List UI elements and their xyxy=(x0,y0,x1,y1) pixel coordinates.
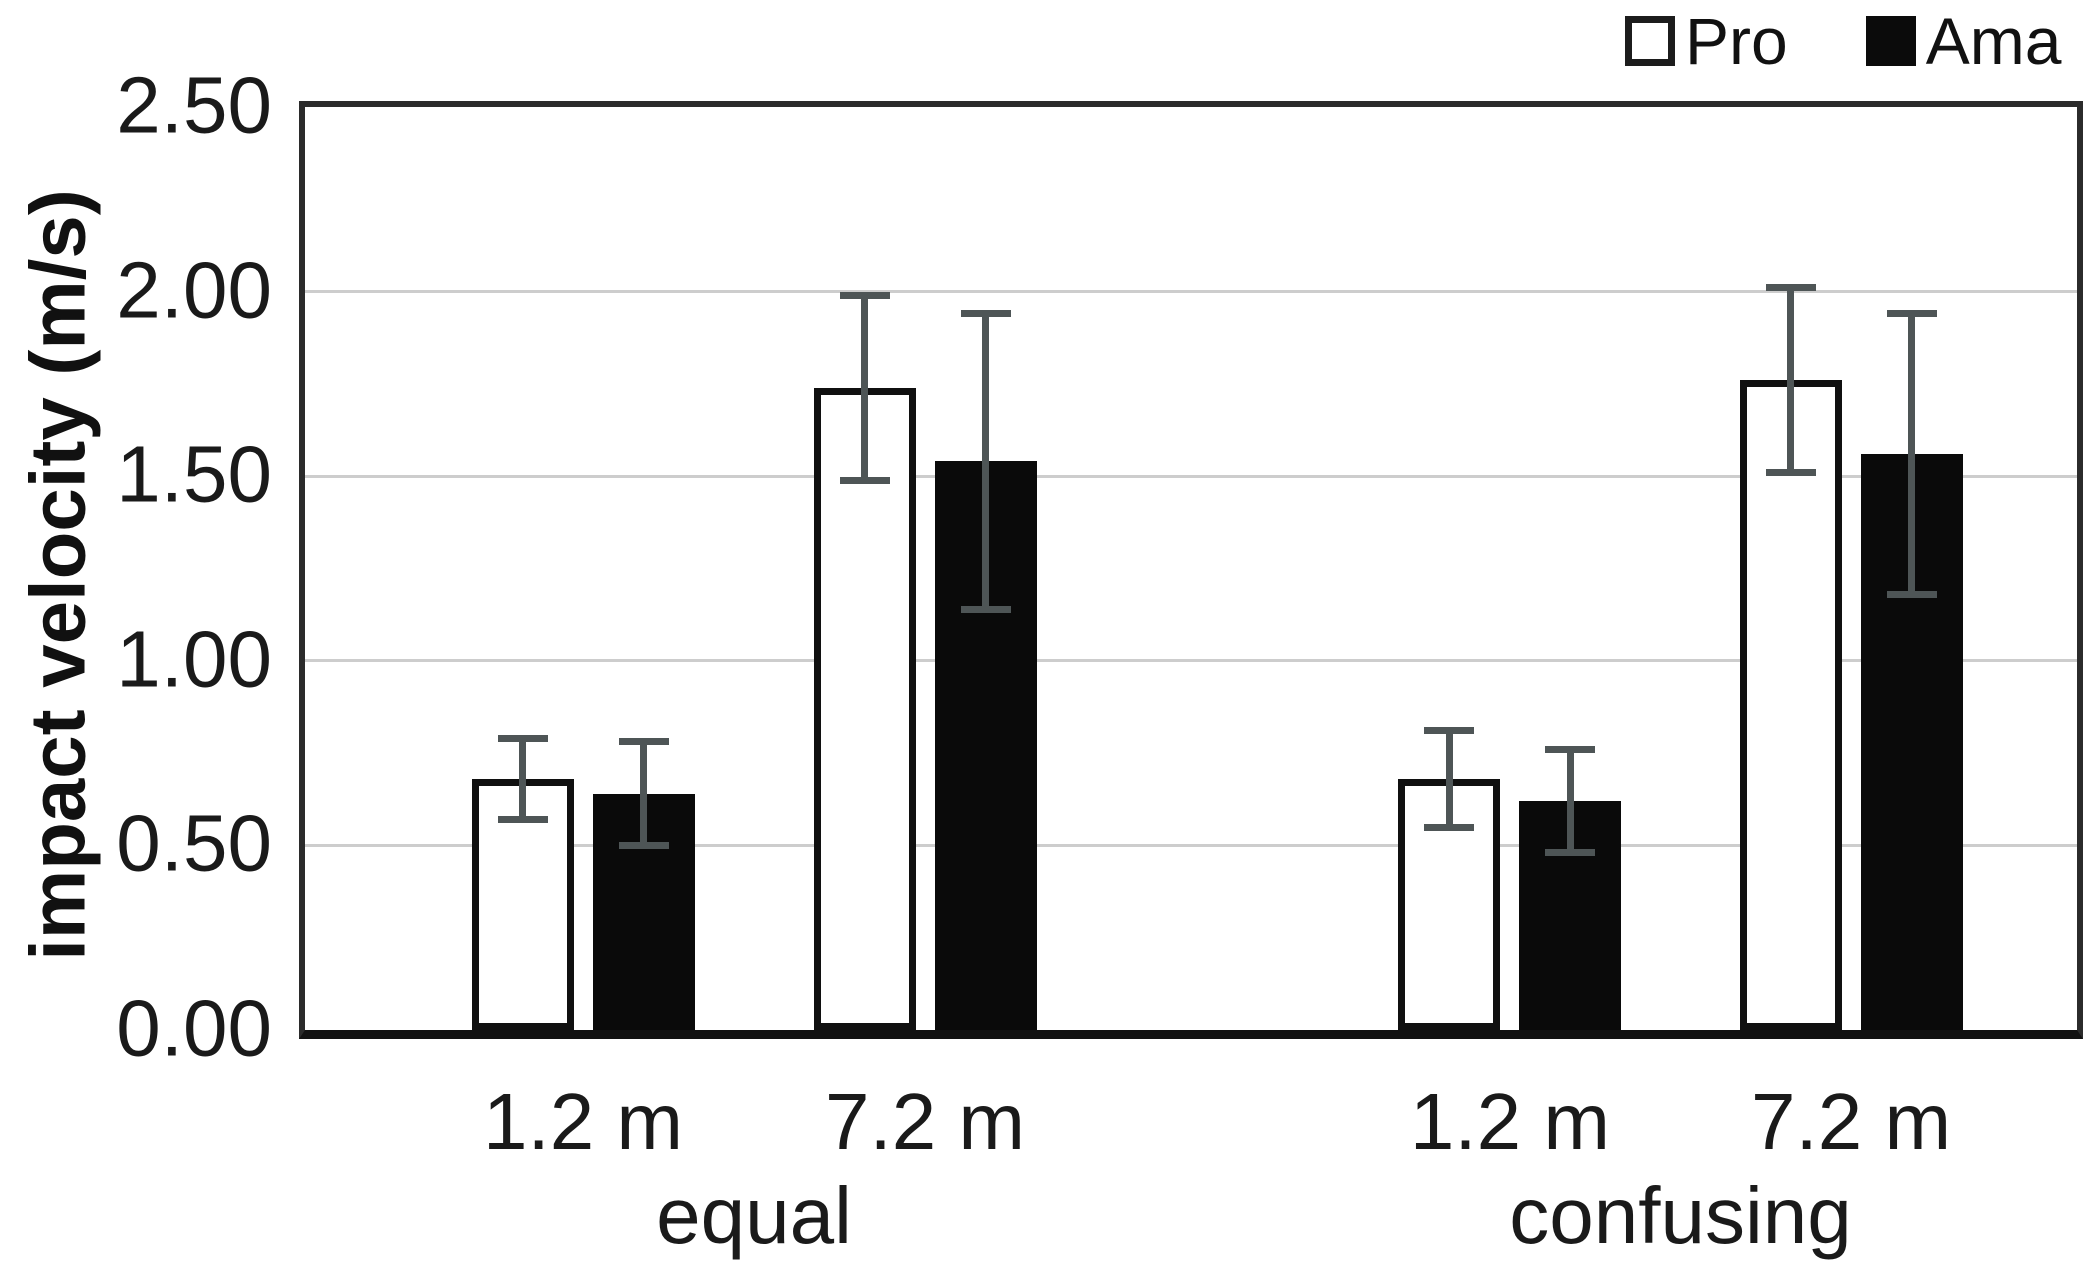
y-axis-tick-labels: 0.00 0.50 1.00 1.50 2.00 2.50 xyxy=(0,0,272,1269)
legend-item-pro: Pro xyxy=(1625,8,1788,74)
plot-area xyxy=(299,101,2083,1039)
errorbar-pro-confusing-1.2-m xyxy=(1424,727,1475,831)
legend-label-pro: Pro xyxy=(1685,4,1788,78)
legend-swatch-ama-icon xyxy=(1865,16,1916,66)
errorbar-ama-confusing-7.2-m xyxy=(1886,310,1937,599)
errorbar-pro-equal-7.2-m xyxy=(839,291,890,484)
chart-legend: Pro Ama xyxy=(1625,8,2061,74)
gridline-1.00 xyxy=(305,659,2077,663)
legend-item-ama: Ama xyxy=(1865,4,2062,78)
x-group-label-equal: equal xyxy=(656,1171,852,1260)
y-tick-label-1.00: 1.00 xyxy=(116,614,272,704)
errorbar-ama-confusing-1.2-m xyxy=(1545,745,1596,857)
x-tick-label-equal-7.2-m: 7.2 m xyxy=(824,1077,1026,1166)
errorbar-pro-confusing-7.2-m xyxy=(1765,284,1816,477)
y-tick-label-1.50: 1.50 xyxy=(116,429,272,519)
gridline-1.50 xyxy=(305,474,2077,478)
errorbar-ama-equal-1.2-m xyxy=(618,738,669,850)
legend-swatch-pro-icon xyxy=(1625,16,1675,66)
y-tick-label-0.00: 0.00 xyxy=(116,983,272,1073)
y-tick-label-2.50: 2.50 xyxy=(116,60,272,150)
x-group-label-confusing: confusing xyxy=(1509,1171,1852,1260)
bar-pro-equal-7.2-m xyxy=(813,387,916,1030)
gridline-2.00 xyxy=(305,290,2077,294)
bar-pro-confusing-7.2-m xyxy=(1739,380,1842,1030)
errorbar-ama-equal-7.2-m xyxy=(960,310,1011,613)
x-tick-label-confusing-7.2-m: 7.2 m xyxy=(1751,1077,1952,1166)
y-tick-label-0.50: 0.50 xyxy=(116,798,272,888)
gridline-0.50 xyxy=(305,843,2077,847)
errorbar-pro-equal-1.2-m xyxy=(497,734,548,824)
legend-label-ama: Ama xyxy=(1925,4,2062,78)
x-tick-label-confusing-1.2-m: 1.2 m xyxy=(1409,1077,1610,1166)
x-tick-label-equal-1.2-m: 1.2 m xyxy=(482,1077,684,1166)
y-tick-label-2.00: 2.00 xyxy=(116,244,272,334)
